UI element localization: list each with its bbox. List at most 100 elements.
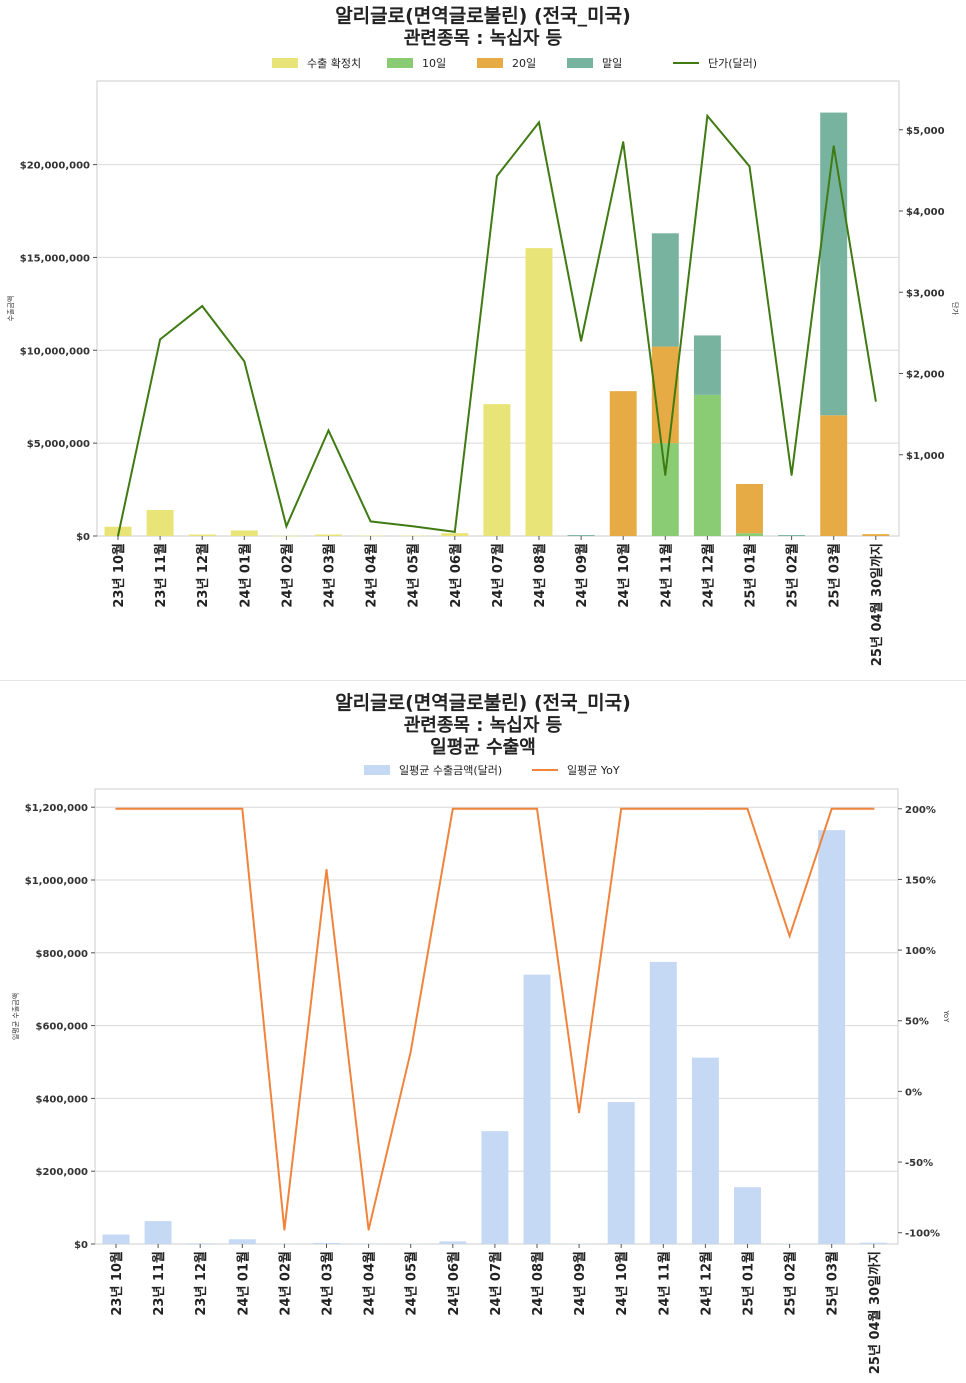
legend-label: 수출 확정치 [307,57,361,70]
y-tick-label: $800,000 [35,949,88,960]
y2-tick-label: 50% [905,1017,929,1028]
y2-tick-label: -100% [905,1229,940,1240]
bar-일평균 수출금액(달러)-24년 12월 [691,1057,719,1244]
legend-swatch-수출 확정치 [272,58,298,68]
line-point-24년 07월 [496,175,498,177]
y2-tick-label: 100% [905,946,936,957]
bar-20일-24년 10월 [609,391,637,536]
line-point-24년 09월 [580,340,582,342]
line-point-24년 12월 [704,807,707,810]
legend-label: 10일 [422,56,446,70]
bar-수출 확정치-23년 11월 [146,510,174,536]
line-point-24년 02월 [283,1229,286,1231]
y-tick-label: $200,000 [35,1167,88,1178]
line-point-23년 10월 [115,807,117,810]
line-point-25년 04월 30일까지 [875,400,877,402]
bar-일평균 수출금액(달러)-25년 04월 30일까지 [860,1242,888,1244]
bar-말일-24년 12월 [693,335,721,395]
y-tick-label: $10,000,000 [20,346,90,357]
bar-말일-25년 03월 [820,112,848,416]
x-tick-label: 25년 03월 [825,1251,841,1316]
x-tick-label: 24년 06월 [448,543,464,608]
y-axis-title: 수출금액 [6,296,15,322]
x-tick-label: 24년 06월 [446,1251,462,1316]
y2-tick-label: $5,000 [906,126,945,137]
bar-말일-25년 02월 [778,535,806,536]
bar-일평균 수출금액(달러)-25년 03월 [818,830,846,1244]
x-tick-label: 24년 01월 [235,1251,251,1316]
line-point-24년 09월 [578,1111,580,1114]
x-tick-label: 24년 12월 [700,543,716,608]
bar-일평균 수출금액(달러)-24년 05월 [397,1243,425,1245]
bar-수출 확정치-23년 12월 [188,534,216,536]
x-tick-label: 25년 02월 [785,543,801,608]
line-point-23년 12월 [199,807,201,810]
bar-20일-25년 03월 [820,415,848,536]
line-point-23년 11월 [159,338,161,341]
x-tick-label: 23년 10월 [111,543,127,608]
x-tick-label: 24년 07월 [490,543,506,608]
line-point-24년 05월 [411,525,414,528]
chart-subtitle-2: 일평균 수출액 [430,737,536,758]
line-point-23년 12월 [201,305,203,307]
line-point-25년 01월 [748,165,751,168]
y2-tick-label: 0% [905,1087,922,1098]
line-point-23년 11월 [157,807,159,810]
chart-title: 알리글로(면역글로불린) (전국_미국) [335,5,631,27]
line-point-24년 12월 [706,115,709,117]
y2-tick-label: 150% [905,875,936,886]
y-tick-label: $600,000 [35,1022,88,1033]
x-tick-label: 24년 08월 [530,1251,546,1316]
legend-label: 일평균 YoY [567,763,620,777]
x-tick-label: 25년 03월 [827,543,843,608]
line-point-24년 11월 [662,807,665,810]
legend-label: 일평균 수출금액(달러) [399,763,502,777]
line-point-24년 10월 [622,141,624,143]
x-tick-label: 23년 11월 [151,1251,167,1316]
line-point-24년 04월 [367,1229,370,1231]
line-point-25년 02월 [790,474,793,476]
export-amount-chart: 알리글로(면역글로불린) (전국_미국)관련종목 : 녹십자 등수출 확정치 10… [6,5,960,666]
x-tick-label: 24년 03월 [322,543,338,608]
legend-swatch-10일 [387,58,413,68]
y2-axis-title: YoY [942,1010,950,1024]
x-tick-label: 24년 12월 [698,1251,714,1316]
legend-label: 말일 [602,56,622,70]
line-point-24년 07월 [494,807,496,810]
x-tick-label: 24년 08월 [532,543,548,608]
line-point-25년 03월 [830,807,833,810]
legend-swatch-일평균 수출금액(달러) [364,765,390,775]
bar-일평균 수출금액(달러)-24년 10월 [607,1102,635,1244]
y-axis-title: 일평균 수출금액 [11,993,20,1040]
bar-10일-24년 11월 [651,443,679,536]
y2-axis-title: 단가 [951,302,960,315]
x-tick-label: 24년 02월 [279,543,295,608]
line-point-24년 08월 [538,121,540,124]
legend-swatch-말일 [567,58,593,68]
x-tick-label: 25년 04월 30일까지 [869,543,885,666]
y-tick-label: $1,000,000 [25,876,88,887]
y-tick-label: $0 [76,532,90,543]
x-tick-label: 25년 02월 [783,1251,799,1316]
bar-일평균 수출금액(달러)-23년 12월 [186,1243,214,1244]
x-tick-label: 24년 05월 [404,1251,420,1316]
y2-tick-label: $2,000 [906,370,945,381]
bar-20일-25년 01월 [736,484,763,534]
y-tick-label: $1,200,000 [25,803,88,814]
x-tick-label: 25년 01월 [743,543,759,608]
chart-title: 알리글로(면역글로불린) (전국_미국) [335,692,631,714]
line-point-24년 06월 [454,531,456,533]
x-tick-label: 24년 02월 [277,1251,293,1316]
x-tick-label: 24년 09월 [574,543,590,608]
bar-수출 확정치-24년 07월 [483,404,511,536]
x-tick-label: 25년 04월 30일까지 [867,1251,883,1374]
x-tick-label: 23년 12월 [193,1251,209,1316]
bar-수출 확정치-24년 03월 [315,534,342,536]
chart-divider [0,680,966,681]
bar-말일-24년 11월 [651,233,679,347]
chart-legend: 수출 확정치 10일 20일 말일 단가(달러) [272,56,757,70]
bar-수출 확정치-24년 01월 [230,530,258,536]
line-point-24년 01월 [241,807,244,810]
x-tick-label: 23년 10월 [109,1251,125,1316]
